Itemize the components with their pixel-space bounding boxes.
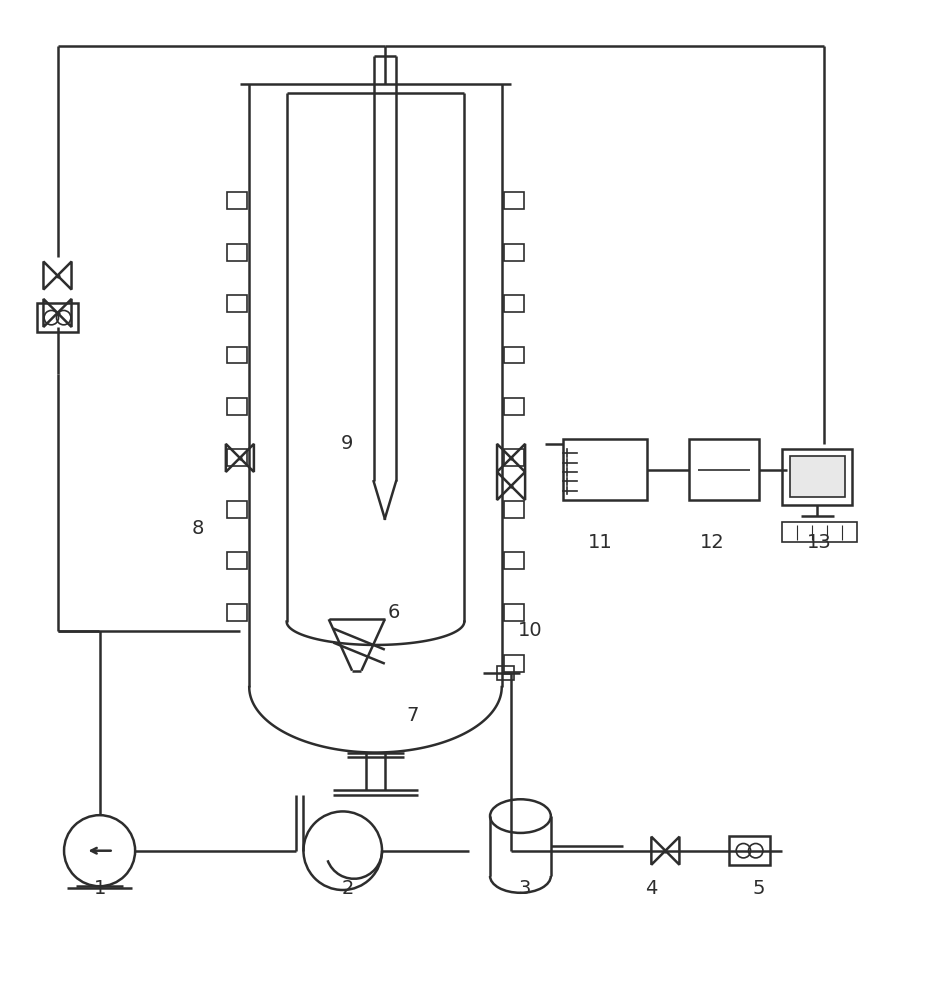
Bar bbox=[688, 439, 759, 500]
Bar bbox=[227, 244, 248, 261]
Text: 9: 9 bbox=[341, 434, 354, 453]
Bar bbox=[227, 192, 248, 209]
Text: 1: 1 bbox=[94, 879, 106, 898]
Bar bbox=[504, 398, 524, 415]
Bar bbox=[227, 398, 248, 415]
Bar bbox=[504, 347, 524, 363]
Bar bbox=[227, 295, 248, 312]
Text: 2: 2 bbox=[341, 879, 354, 898]
Text: 12: 12 bbox=[700, 533, 724, 552]
Bar bbox=[504, 655, 524, 672]
Text: 4: 4 bbox=[645, 879, 658, 898]
Text: 6: 6 bbox=[388, 603, 401, 622]
Bar bbox=[504, 192, 524, 209]
Bar bbox=[504, 501, 524, 518]
Bar bbox=[227, 552, 248, 569]
Bar bbox=[37, 303, 78, 332]
Text: 10: 10 bbox=[518, 621, 542, 640]
Bar bbox=[504, 295, 524, 312]
Bar bbox=[504, 604, 524, 621]
Bar bbox=[790, 456, 845, 497]
Bar bbox=[782, 449, 853, 505]
Bar bbox=[729, 836, 770, 865]
Text: 7: 7 bbox=[407, 706, 419, 725]
Text: 11: 11 bbox=[587, 533, 613, 552]
Bar bbox=[504, 449, 524, 466]
Bar bbox=[504, 244, 524, 261]
Bar bbox=[227, 347, 248, 363]
Bar bbox=[227, 604, 248, 621]
Text: 3: 3 bbox=[519, 879, 531, 898]
Bar bbox=[563, 439, 646, 500]
Bar bbox=[227, 449, 248, 466]
Bar bbox=[782, 522, 857, 542]
Text: 5: 5 bbox=[752, 879, 765, 898]
Bar bbox=[227, 501, 248, 518]
Bar bbox=[504, 552, 524, 569]
Text: 8: 8 bbox=[191, 519, 204, 538]
Bar bbox=[497, 666, 514, 680]
Text: 13: 13 bbox=[808, 533, 832, 552]
